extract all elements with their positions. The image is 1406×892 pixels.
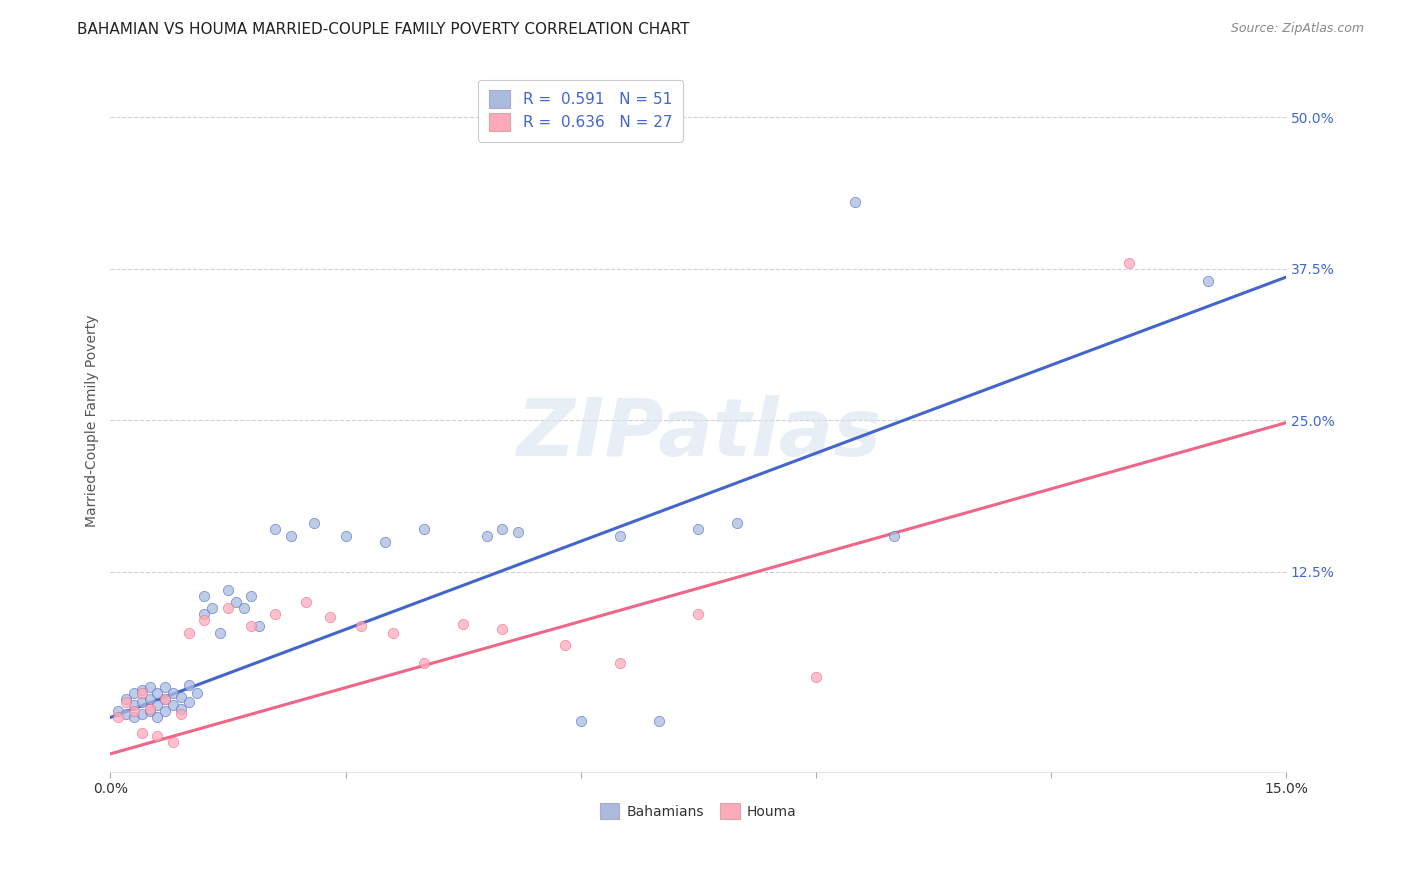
- Point: [131, 695, 153, 709]
- Point: [412, 656, 434, 670]
- Point: [264, 607, 287, 622]
- Point: [177, 625, 200, 640]
- Point: [491, 523, 513, 537]
- Point: [1197, 274, 1219, 288]
- Point: [122, 686, 145, 700]
- Point: [155, 692, 177, 706]
- Point: [804, 670, 827, 684]
- Point: [648, 714, 671, 728]
- Y-axis label: Married-Couple Family Poverty: Married-Couple Family Poverty: [86, 314, 100, 526]
- Point: [170, 690, 193, 704]
- Text: ZIPatlas: ZIPatlas: [516, 395, 880, 474]
- Point: [506, 524, 529, 539]
- Point: [170, 702, 193, 716]
- Point: [155, 692, 177, 706]
- Point: [146, 710, 169, 724]
- Point: [115, 695, 138, 709]
- Point: [193, 614, 215, 628]
- Point: [115, 692, 138, 706]
- Point: [193, 607, 215, 622]
- Point: [131, 706, 153, 721]
- Point: [844, 194, 866, 209]
- Point: [475, 528, 498, 542]
- Point: [264, 523, 287, 537]
- Point: [131, 682, 153, 697]
- Point: [280, 528, 302, 542]
- Point: [155, 705, 177, 719]
- Point: [240, 589, 263, 603]
- Point: [201, 601, 224, 615]
- Point: [186, 686, 208, 700]
- Point: [225, 595, 247, 609]
- Point: [374, 534, 396, 549]
- Point: [240, 619, 263, 633]
- Point: [177, 695, 200, 709]
- Point: [335, 528, 357, 542]
- Point: [232, 601, 254, 615]
- Point: [131, 726, 153, 740]
- Point: [170, 706, 193, 721]
- Point: [569, 714, 592, 728]
- Point: [162, 735, 184, 749]
- Point: [138, 702, 160, 716]
- Point: [725, 516, 748, 531]
- Point: [217, 601, 239, 615]
- Point: [193, 589, 215, 603]
- Point: [177, 678, 200, 692]
- Point: [122, 698, 145, 713]
- Point: [162, 698, 184, 713]
- Point: [247, 619, 270, 633]
- Point: [412, 523, 434, 537]
- Point: [115, 706, 138, 721]
- Point: [295, 595, 318, 609]
- Point: [217, 583, 239, 598]
- Point: [146, 729, 169, 743]
- Point: [451, 617, 474, 632]
- Point: [1118, 255, 1140, 269]
- Point: [107, 710, 129, 724]
- Point: [554, 638, 576, 652]
- Point: [155, 680, 177, 694]
- Point: [107, 705, 129, 719]
- Point: [319, 609, 342, 624]
- Point: [138, 705, 160, 719]
- Point: [122, 705, 145, 719]
- Point: [131, 686, 153, 700]
- Point: [146, 698, 169, 713]
- Point: [209, 625, 232, 640]
- Point: [609, 656, 631, 670]
- Point: [688, 523, 710, 537]
- Point: [302, 516, 325, 531]
- Text: Source: ZipAtlas.com: Source: ZipAtlas.com: [1230, 22, 1364, 36]
- Point: [138, 692, 160, 706]
- Point: [350, 619, 373, 633]
- Point: [883, 528, 905, 542]
- Point: [688, 607, 710, 622]
- Text: BAHAMIAN VS HOUMA MARRIED-COUPLE FAMILY POVERTY CORRELATION CHART: BAHAMIAN VS HOUMA MARRIED-COUPLE FAMILY …: [77, 22, 690, 37]
- Point: [491, 622, 513, 636]
- Point: [162, 686, 184, 700]
- Point: [138, 680, 160, 694]
- Point: [146, 686, 169, 700]
- Legend: Bahamians, Houma: Bahamians, Houma: [595, 797, 801, 825]
- Point: [381, 625, 404, 640]
- Point: [122, 710, 145, 724]
- Point: [609, 528, 631, 542]
